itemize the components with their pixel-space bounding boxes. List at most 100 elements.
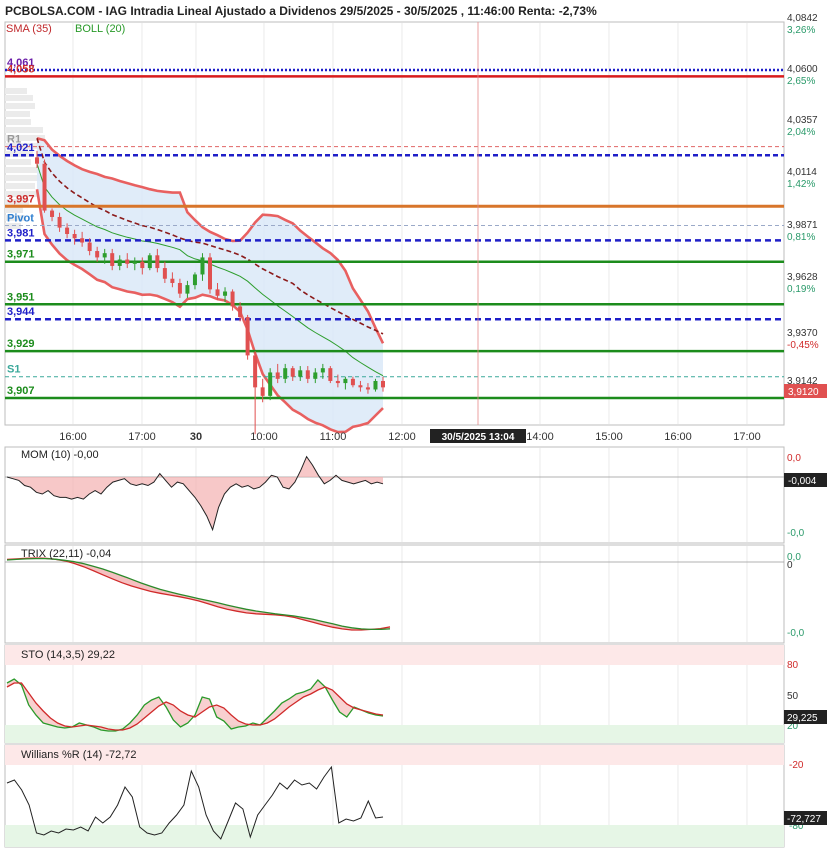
mom-last-badge-bg (784, 473, 827, 487)
cursor-date-badge: 30/5/2025 13:04 (442, 432, 515, 443)
trix-axis-label: 0 (787, 560, 793, 571)
candle-body (200, 257, 205, 275)
candle-body (268, 372, 273, 396)
sto-axis-label: 80 (787, 660, 799, 671)
x-axis-label: 12:00 (388, 431, 416, 443)
level-label: S1 (7, 364, 20, 376)
volume-profile-bar (5, 215, 25, 221)
y-axis-pct-label: 2,65% (787, 76, 815, 87)
candle-body (170, 278, 175, 283)
sto-axis-label: 20 (787, 721, 799, 732)
sto-title: STO (14,3,5) 29,22 (21, 649, 115, 661)
candle-body (177, 282, 182, 294)
sto-area (7, 679, 383, 731)
sto-k-line (6, 678, 384, 732)
candle-body (192, 274, 197, 286)
level-label: R1 (7, 134, 21, 146)
x-axis-label: 30 (190, 431, 202, 443)
level-label: 3,981 (7, 227, 35, 239)
volume-profile-bar (5, 207, 23, 213)
volume-profile-bar (5, 95, 33, 101)
wr-axis-label: -80 (789, 821, 804, 832)
candle-body (373, 380, 378, 390)
trix-panel-frame (4, 544, 785, 644)
mom-area (7, 456, 383, 530)
y-axis-price-label: 3,9142 (787, 376, 818, 387)
candle-body (365, 387, 370, 390)
candle-body (50, 210, 55, 217)
candle-body (185, 285, 190, 294)
last-price-badge-bg (784, 384, 827, 398)
chart-title: PCBOLSA.COM - IAG Intradia Lineal Ajusta… (5, 4, 597, 18)
candle-body (260, 387, 265, 396)
level-label: 4,061 (7, 57, 35, 69)
candle-body (140, 261, 145, 269)
candle-body (253, 355, 258, 388)
candle-body (215, 289, 220, 296)
y-axis-price-label: 4,0842 (787, 13, 818, 24)
volume-profile-bar (5, 151, 33, 157)
y-axis-pct-label: -0,45% (787, 340, 819, 351)
trix-line (6, 557, 391, 631)
cursor-date-badge-bg (430, 429, 526, 443)
volume-profile-bar (5, 183, 35, 189)
candle-body (298, 370, 303, 377)
candle-body (313, 372, 318, 379)
candle-body (87, 242, 92, 252)
level-label: 3,971 (7, 249, 35, 261)
level-label: 3,907 (7, 385, 35, 397)
candle-body (42, 163, 47, 211)
mom-panel-frame (4, 446, 785, 544)
candle-body (208, 257, 212, 290)
x-axis-label: 14:00 (526, 431, 554, 443)
wr-axis-label: -20 (789, 760, 804, 771)
sto-last-badge-bg (784, 710, 827, 724)
candle-body (283, 368, 288, 379)
volume-profile-bar (5, 167, 37, 173)
trix-title: TRIX (22,11) -0,04 (21, 548, 111, 560)
last-price-badge: 3,9120 (788, 387, 819, 398)
volume-profile-bar (5, 143, 39, 149)
candle-body (328, 368, 333, 381)
candle-body (381, 380, 385, 388)
x-axis-label: 11:00 (320, 431, 347, 443)
y-axis-pct-label: 0,19% (787, 284, 815, 295)
candle-body (223, 291, 228, 296)
level-label: 3,929 (7, 338, 35, 350)
candle-body (117, 259, 122, 266)
sto-overbought-zone (5, 645, 784, 665)
volume-profile-bar (5, 127, 43, 133)
y-axis-price-label: 4,0600 (787, 64, 818, 75)
mom-line (6, 455, 384, 532)
trix-axis-label: -0,0 (787, 628, 805, 639)
level-label: 3,951 (7, 291, 35, 303)
y-axis-price-label: 3,9871 (787, 220, 818, 231)
y-axis-price-label: 3,9370 (787, 328, 818, 339)
candle-body (358, 385, 363, 388)
sto-last-badge: 29,225 (787, 713, 818, 724)
candle-body (110, 253, 115, 266)
x-axis-label: 17:00 (733, 431, 761, 443)
candle-body (290, 368, 295, 377)
candle-body (305, 370, 310, 379)
y-axis-pct-label: 3,26% (787, 25, 815, 36)
level-label: 4,021 (7, 142, 35, 154)
y-axis-pct-label: 1,42% (787, 179, 815, 190)
trix-axis-label: 0,0 (787, 552, 801, 563)
y-axis-pct-label: 2,04% (787, 127, 815, 138)
x-axis-label: 17:00 (128, 431, 156, 443)
bollinger-lower-line (35, 189, 384, 434)
candle-body (238, 306, 243, 318)
x-axis-label: 10:00 (250, 431, 278, 443)
candle-body (132, 261, 137, 264)
volume-profile-bar (5, 119, 31, 125)
sto-d-line (6, 682, 384, 731)
volume-profile-bar (5, 199, 29, 205)
candle-body (65, 227, 70, 234)
candle-body (57, 216, 62, 228)
wr-last-badge: -72,727 (787, 814, 821, 825)
mom-axis-label: 0,0 (787, 453, 801, 464)
candle-body (95, 251, 100, 258)
x-axis-label: 16:00 (664, 431, 692, 443)
